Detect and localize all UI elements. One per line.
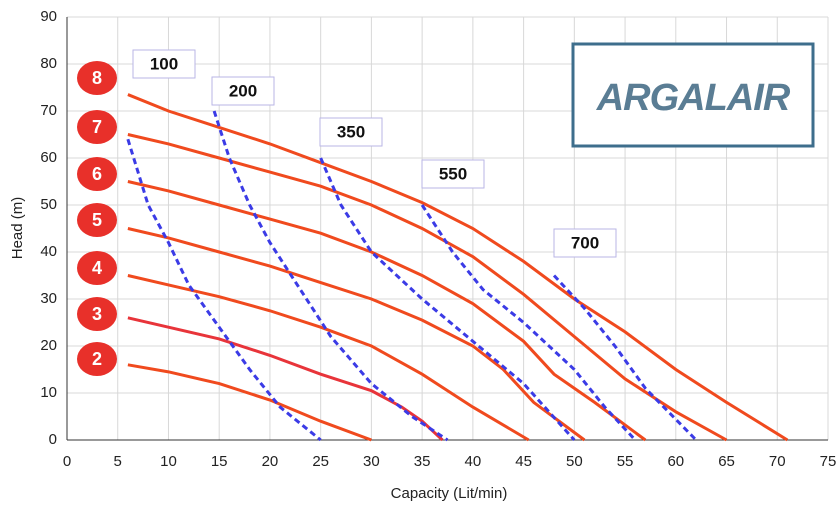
series-line xyxy=(127,133,728,442)
logo-box xyxy=(571,42,815,148)
series-line xyxy=(126,138,322,442)
series-line xyxy=(127,180,647,442)
y-tick-label: 60 xyxy=(40,149,57,166)
y-tick-label: 0 xyxy=(49,431,57,448)
x-tick-label: 35 xyxy=(414,453,431,470)
series-label-badge xyxy=(77,61,117,95)
series-label-box xyxy=(421,159,485,189)
x-tick-label: 50 xyxy=(566,453,583,470)
x-tick-label: 15 xyxy=(211,453,228,470)
series-label-badge xyxy=(77,110,117,144)
series-label-badge xyxy=(77,297,117,331)
x-tick-label: 45 xyxy=(515,453,532,470)
x-tick-label: 0 xyxy=(63,453,71,470)
series-label: 7 xyxy=(92,117,102,137)
x-tick-label: 55 xyxy=(617,453,634,470)
series-label: 5 xyxy=(92,210,102,230)
y-axis-label: Head (m) xyxy=(9,197,26,260)
series-label: 550 xyxy=(439,164,467,183)
y-tick-label: 80 xyxy=(40,55,57,72)
y-tick-label: 10 xyxy=(40,384,57,401)
series-line xyxy=(127,274,530,442)
series-label-box xyxy=(132,49,196,79)
series-label: 4 xyxy=(92,258,102,278)
series-label-box xyxy=(211,76,275,106)
x-tick-label: 40 xyxy=(465,453,482,470)
series-label-badge xyxy=(77,251,117,285)
x-tick-label: 60 xyxy=(667,453,684,470)
x-tick-label: 30 xyxy=(363,453,380,470)
series-label-box xyxy=(319,117,383,147)
x-tick-label: 65 xyxy=(718,453,735,470)
y-tick-label: 50 xyxy=(40,196,57,213)
series-line xyxy=(127,227,586,442)
x-tick-label: 5 xyxy=(114,453,122,470)
series-label: 200 xyxy=(229,81,257,100)
x-tick-label: 75 xyxy=(820,453,837,470)
series-line xyxy=(319,157,576,442)
series-label-badge xyxy=(77,157,117,191)
y-tick-label: 90 xyxy=(40,8,57,25)
y-tick-label: 40 xyxy=(40,243,57,260)
series-line xyxy=(420,204,637,442)
series-label-box xyxy=(553,228,617,258)
x-tick-label: 70 xyxy=(769,453,786,470)
series-label: 700 xyxy=(571,233,599,252)
series-label: 8 xyxy=(92,68,102,88)
logo: ARGALAIR xyxy=(596,77,791,119)
series-line xyxy=(552,274,698,442)
series-label: 350 xyxy=(337,122,365,141)
y-tick-label: 20 xyxy=(40,337,57,354)
x-tick-label: 20 xyxy=(262,453,279,470)
series-label-badge xyxy=(77,203,117,237)
y-tick-label: 70 xyxy=(40,102,57,119)
series-line xyxy=(127,93,789,442)
series-line xyxy=(127,316,444,442)
series-label: 3 xyxy=(92,304,102,324)
x-tick-label: 25 xyxy=(312,453,329,470)
series-line xyxy=(212,110,449,442)
series-label: 2 xyxy=(92,349,102,369)
x-axis-label: Capacity (Lit/min) xyxy=(391,485,508,502)
series-line xyxy=(127,363,372,442)
series-label-badge xyxy=(77,342,117,376)
series-label: 6 xyxy=(92,164,102,184)
x-tick-label: 10 xyxy=(160,453,177,470)
y-tick-label: 30 xyxy=(40,290,57,307)
series-label: 100 xyxy=(150,54,178,73)
